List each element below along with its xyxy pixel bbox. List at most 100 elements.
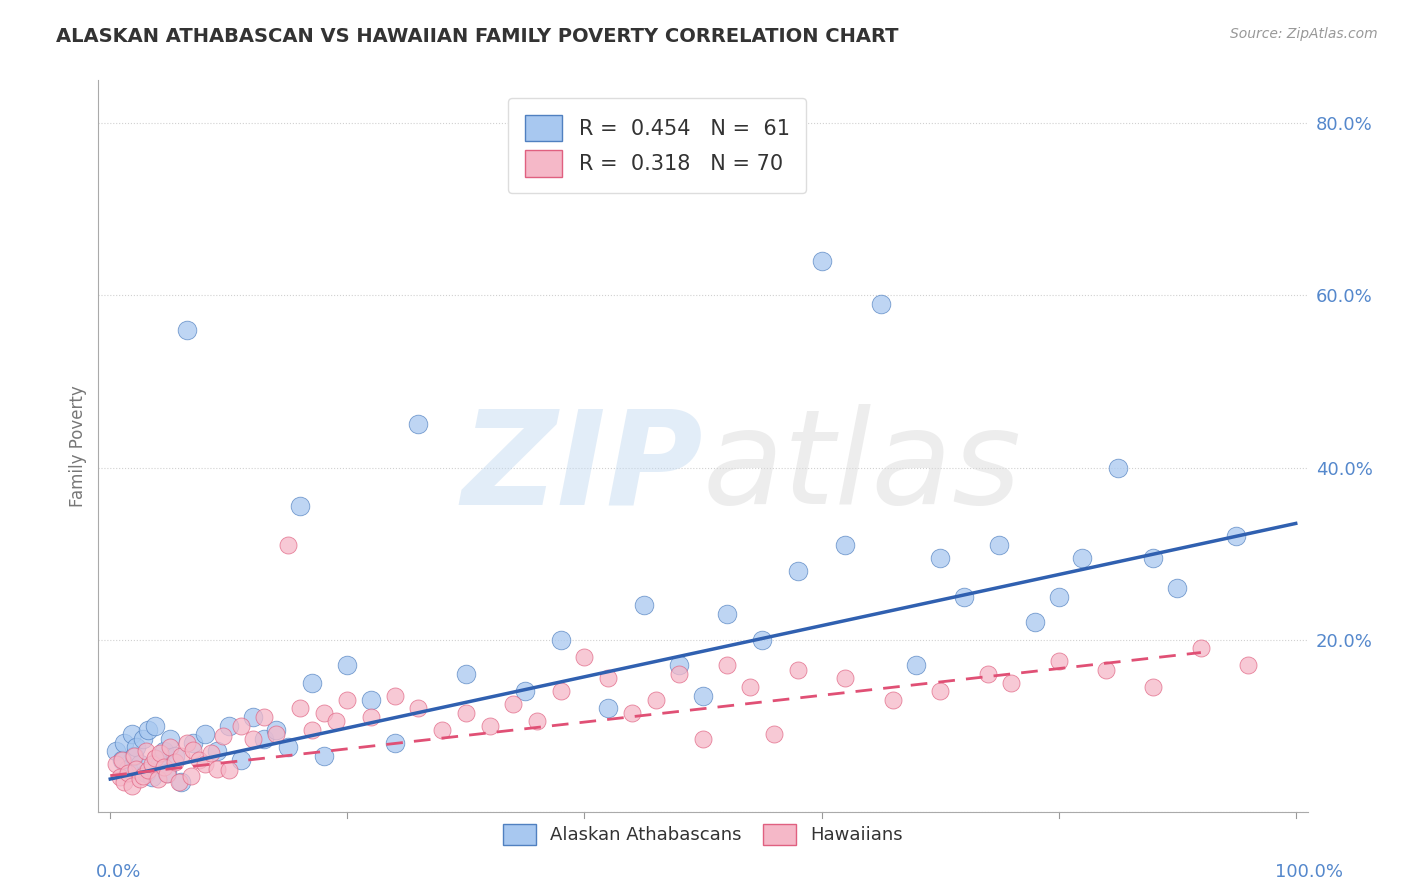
Point [1107,460,1129,475]
Point [111,753,134,767]
Point [242,710,264,724]
Text: atlas: atlas [703,404,1022,532]
Point [882,693,904,707]
Point [692,731,714,746]
Point [229,719,252,733]
Point [167,774,190,789]
Point [141,770,163,784]
Point [200,746,222,760]
Point [181,743,204,757]
Point [952,590,974,604]
Point [644,693,666,707]
Point [129,757,152,772]
Point [384,689,406,703]
Point [143,719,166,733]
Point [143,751,166,765]
Point [1142,550,1164,565]
Point [751,632,773,647]
Point [716,607,738,621]
Point [574,649,596,664]
Point [905,658,928,673]
Text: ALASKAN ATHABASCAN VS HAWAIIAN FAMILY POVERTY CORRELATION CHART: ALASKAN ATHABASCAN VS HAWAIIAN FAMILY PO… [56,27,898,45]
Point [194,727,217,741]
Point [108,770,131,784]
Point [212,729,235,743]
Point [205,762,228,776]
Point [132,768,155,782]
Point [1000,675,1022,690]
Point [1189,641,1212,656]
Point [105,744,128,758]
Point [502,697,524,711]
Point [325,714,347,729]
Point [1142,680,1164,694]
Point [253,710,276,724]
Point [360,710,382,724]
Point [988,538,1011,552]
Point [136,764,159,778]
Point [165,748,187,763]
Point [288,500,311,514]
Text: 0.0%: 0.0% [96,863,141,881]
Point [135,766,157,780]
Point [336,693,359,707]
Point [408,701,430,715]
Point [869,297,891,311]
Point [122,748,145,763]
Point [253,731,276,746]
Point [1071,550,1094,565]
Point [156,766,179,780]
Point [125,740,148,755]
Point [929,684,952,698]
Point [205,744,228,758]
Point [117,766,139,780]
Text: ZIP: ZIP [461,404,703,532]
Point [156,767,179,781]
Point [122,748,145,763]
Point [834,671,856,685]
Point [692,689,714,703]
Point [598,671,620,685]
Point [194,757,217,772]
Point [598,701,620,715]
Point [181,736,204,750]
Point [454,667,477,681]
Point [242,731,264,746]
Point [152,760,174,774]
Point [117,762,139,776]
Y-axis label: Family Poverty: Family Poverty [69,385,87,507]
Point [312,706,335,720]
Point [550,684,572,698]
Point [170,774,193,789]
Point [146,753,169,767]
Point [620,706,643,720]
Point [170,748,193,763]
Point [277,740,299,755]
Point [136,723,159,737]
Point [786,564,808,578]
Point [277,538,299,552]
Point [152,744,174,758]
Point [668,658,690,673]
Point [834,538,856,552]
Point [360,693,382,707]
Point [264,723,287,737]
Point [976,667,998,681]
Point [105,757,128,772]
Point [1225,529,1247,543]
Point [810,254,832,268]
Point [180,768,202,782]
Point [218,764,240,778]
Point [478,719,501,733]
Point [218,719,240,733]
Point [786,663,808,677]
Point [1166,581,1188,595]
Text: Source: ZipAtlas.com: Source: ZipAtlas.com [1230,27,1378,41]
Point [176,323,198,337]
Point [229,753,252,767]
Point [165,755,187,769]
Point [114,736,136,750]
Point [668,667,690,681]
Point [526,714,548,729]
Point [432,723,454,737]
